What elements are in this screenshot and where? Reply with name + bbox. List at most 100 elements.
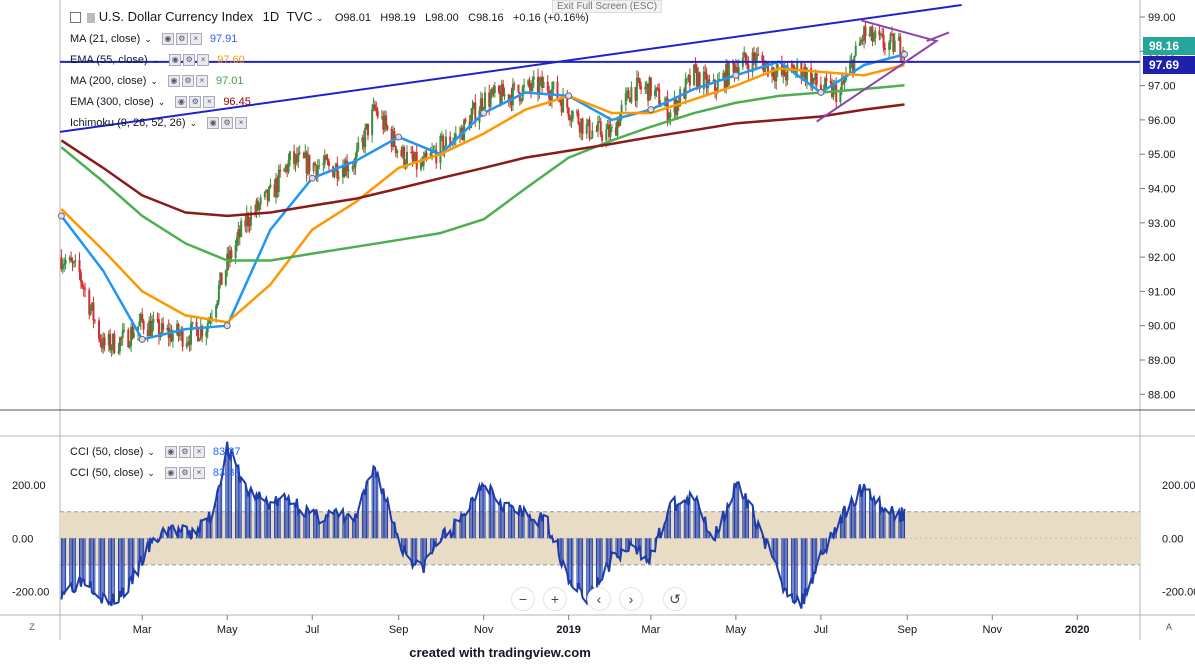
- candle-body: [872, 38, 875, 42]
- eye-icon[interactable]: ◉: [207, 117, 220, 129]
- candle-body: [357, 142, 360, 150]
- candle-body: [332, 166, 335, 177]
- close-icon[interactable]: ×: [203, 96, 216, 108]
- candle-body: [364, 127, 367, 148]
- close-icon[interactable]: ×: [189, 33, 202, 45]
- close-icon[interactable]: ×: [192, 467, 205, 479]
- candle-body: [842, 81, 845, 84]
- eye-icon[interactable]: ◉: [175, 96, 188, 108]
- candle-body: [831, 82, 834, 97]
- candle-body: [776, 64, 779, 71]
- candle-body: [355, 149, 358, 157]
- candle-body: [644, 86, 647, 90]
- gear-icon[interactable]: ⚙: [178, 467, 191, 479]
- chevron-down-icon[interactable]: ⌄: [157, 96, 166, 107]
- chevron-down-icon[interactable]: ⌄: [144, 33, 152, 44]
- candle-body: [273, 184, 276, 198]
- interval[interactable]: 1D: [262, 9, 280, 24]
- eye-icon[interactable]: ◉: [167, 75, 180, 87]
- indicator-legend-row[interactable]: MA (200, close) ⌄ ◉ ⚙ × 97.01: [70, 75, 244, 87]
- gear-icon[interactable]: ⚙: [183, 54, 196, 66]
- ma-line-2: [60, 63, 905, 324]
- source[interactable]: TVC: [286, 9, 313, 24]
- indicator-legend-row[interactable]: MA (21, close) ⌄ ◉ ⚙ × 97.91: [70, 33, 237, 45]
- gear-icon[interactable]: ⚙: [181, 75, 194, 87]
- indicator-legend-row[interactable]: EMA (300, close) ⌄ ◉ ⚙ × 96.45: [70, 96, 251, 108]
- zoom-in-button[interactable]: +: [543, 587, 567, 611]
- candle-body: [581, 118, 584, 134]
- candle-body: [263, 191, 266, 198]
- close-icon[interactable]: ×: [195, 75, 208, 87]
- candle-body: [560, 102, 563, 113]
- candle-body: [128, 346, 131, 348]
- y-tick-label: 95.00: [1148, 149, 1176, 161]
- close-icon[interactable]: ×: [192, 446, 205, 458]
- reset-chart-button[interactable]: ↺: [663, 587, 687, 611]
- scroll-right-button[interactable]: ›: [619, 587, 643, 611]
- ichimoku-marker: [395, 133, 403, 141]
- candle-body: [755, 54, 758, 63]
- candle-body: [127, 329, 130, 348]
- candle-body: [460, 128, 463, 135]
- indicator-legend-row[interactable]: Ichimoku (9, 26, 52, 26) ⌄ ◉ ⚙ ×: [70, 117, 255, 129]
- indicator-legend-row[interactable]: EMA (55, close) ⌄ ◉ ⚙ × 97.60: [70, 54, 245, 66]
- chevron-down-icon[interactable]: ⌄: [189, 117, 198, 128]
- timezone-toggle[interactable]: Z: [29, 622, 35, 632]
- gear-icon[interactable]: ⚙: [189, 96, 202, 108]
- candle-body: [471, 107, 474, 115]
- eye-icon[interactable]: ◉: [164, 446, 177, 458]
- candle-body: [861, 39, 864, 41]
- candle-body: [344, 160, 347, 177]
- candle-body: [647, 83, 650, 101]
- candle-body: [308, 154, 311, 172]
- scroll-left-button[interactable]: ‹: [587, 587, 611, 611]
- candle-body: [244, 220, 247, 227]
- candle-body: [63, 263, 66, 266]
- cci-legend-row[interactable]: CCI (50, close) ⌄ ◉ ⚙ × 83.37: [70, 467, 240, 479]
- eye-icon[interactable]: ◉: [164, 467, 177, 479]
- candle-body: [702, 71, 705, 90]
- candle-body: [634, 87, 637, 101]
- candle-body: [532, 76, 535, 80]
- candle-body: [394, 146, 397, 154]
- auto-scale-toggle[interactable]: A: [1165, 622, 1172, 632]
- candle-body: [220, 272, 223, 285]
- candle-body: [380, 116, 383, 118]
- gear-icon[interactable]: ⚙: [221, 117, 234, 129]
- ohlc-high: H98.19: [380, 12, 416, 24]
- candle-body: [626, 90, 629, 94]
- y-tick-label: 94.00: [1148, 183, 1176, 195]
- gear-icon[interactable]: ⚙: [175, 33, 188, 45]
- candle-body: [92, 302, 95, 321]
- candle-body: [523, 84, 526, 87]
- chevron-down-icon[interactable]: ⌄: [151, 54, 160, 65]
- close-icon[interactable]: ×: [235, 117, 248, 129]
- candle-body: [536, 76, 539, 94]
- chevron-down-icon[interactable]: ⌄: [147, 467, 155, 478]
- candle-body: [479, 98, 482, 111]
- zoom-out-button[interactable]: −: [511, 587, 535, 611]
- candle-body: [294, 154, 297, 164]
- candle-body: [401, 147, 404, 157]
- gear-icon[interactable]: ⚙: [178, 446, 191, 458]
- exit-fullscreen-hint[interactable]: Exit Full Screen (ESC): [552, 0, 663, 13]
- candle-body: [189, 323, 192, 345]
- symbol-title[interactable]: U.S. Dollar Currency Index: [98, 9, 254, 24]
- chevron-down-icon[interactable]: ⌄: [147, 446, 155, 457]
- candle-body: [549, 98, 552, 101]
- candle-body: [888, 42, 891, 51]
- candle-body: [617, 120, 620, 126]
- candle-body: [649, 77, 652, 96]
- chevron-down-icon[interactable]: ⌄: [315, 13, 324, 23]
- candle-body: [318, 165, 321, 167]
- candle-body: [385, 115, 388, 126]
- cci-legend-row[interactable]: CCI (50, close) ⌄ ◉ ⚙ × 83.37: [70, 446, 240, 458]
- eye-icon[interactable]: ◉: [169, 54, 182, 66]
- candle-body: [605, 129, 608, 141]
- chevron-down-icon[interactable]: ⌄: [150, 75, 158, 86]
- candle-body: [637, 77, 640, 79]
- eye-icon[interactable]: ◉: [161, 33, 174, 45]
- collapse-icon[interactable]: [70, 12, 81, 24]
- close-icon[interactable]: ×: [197, 54, 210, 66]
